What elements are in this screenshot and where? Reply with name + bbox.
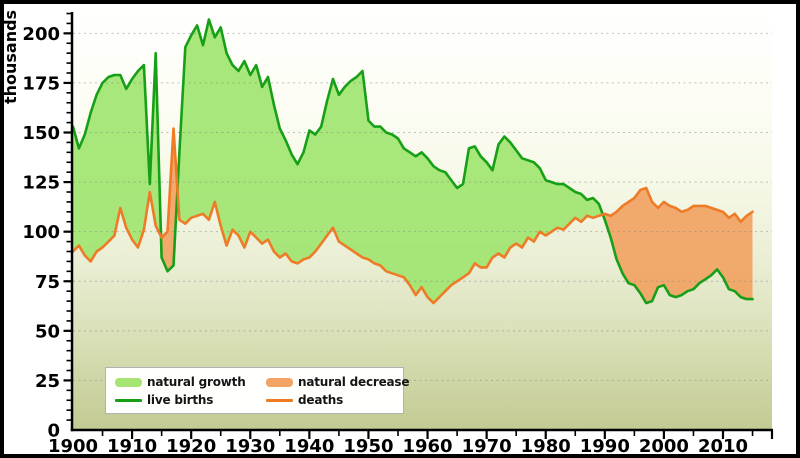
legend-item-deaths: deaths (266, 393, 403, 407)
y-tick-label: 75 (35, 272, 60, 293)
y-tick-label: 125 (22, 173, 60, 194)
live-births-swatch (115, 398, 142, 402)
y-tick-label: 150 (22, 123, 60, 144)
natural-decrease-area (602, 188, 753, 304)
x-tick-label: 1980 (521, 436, 571, 457)
natural-decrease-swatch (266, 377, 293, 387)
legend-item-live-births: live births (115, 393, 266, 407)
x-tick-label: 1970 (462, 436, 512, 457)
x-tick-label: 1910 (107, 436, 157, 457)
y-tick-label: 0 (47, 421, 60, 442)
legend-item-natural-decrease: natural decrease (266, 375, 410, 389)
x-tick-label: 1940 (284, 436, 334, 457)
legend-row-areas: natural growth natural decrease (115, 373, 410, 391)
legend-item-natural-growth: natural growth (115, 375, 266, 389)
y-tick-label: 200 (22, 24, 60, 45)
legend-label-live-births: live births (147, 393, 214, 407)
legend-row-lines: live births deaths (115, 391, 403, 409)
y-tick-label: 50 (35, 321, 60, 342)
legend: natural growth natural decrease live bir… (105, 367, 410, 414)
live-births-line (71, 18, 754, 305)
legend-label-natural-decrease: natural decrease (298, 375, 410, 389)
x-tick-label: 1950 (343, 436, 393, 457)
x-tick-label: 1920 (166, 436, 216, 457)
y-tick-label: 175 (22, 73, 60, 94)
legend-label-natural-growth: natural growth (147, 375, 246, 389)
natural-growth-area (177, 19, 603, 304)
legend-label-deaths: deaths (298, 393, 344, 407)
x-tick-label: 1960 (402, 436, 452, 457)
x-tick-label: 2010 (698, 436, 748, 457)
x-tick-label: 1900 (48, 436, 98, 457)
y-tick-label: 25 (35, 371, 60, 392)
natural-growth-area (73, 53, 161, 262)
x-tick-label: 1930 (225, 436, 275, 457)
x-tick-label: 2000 (639, 436, 689, 457)
y-tick-label: 100 (22, 222, 60, 243)
deaths-line (71, 127, 754, 305)
natural-growth-swatch (115, 377, 142, 387)
y-axis-title: thousands (1, 10, 20, 104)
deaths-swatch (266, 398, 293, 402)
x-tick-label: 1990 (580, 436, 630, 457)
